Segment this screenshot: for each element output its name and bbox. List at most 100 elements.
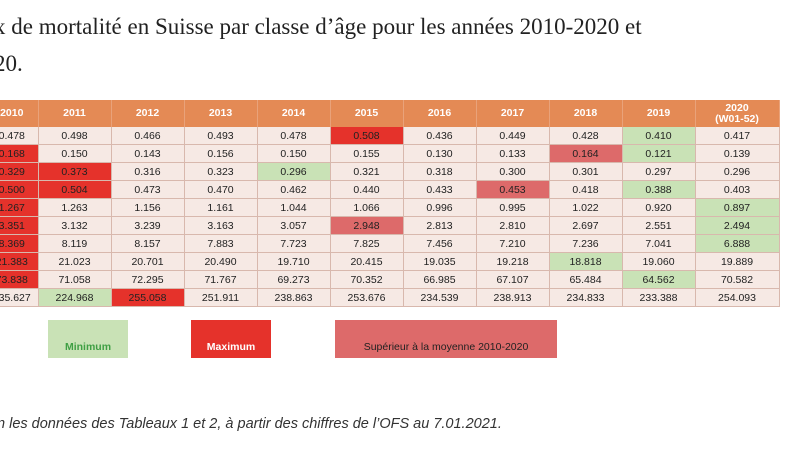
table-cell: 0.897: [695, 198, 780, 217]
table-cell: 1.022: [549, 198, 623, 217]
table-cell: 0.466: [111, 127, 185, 145]
table-cell: 2.551: [622, 216, 696, 235]
table-cell: 0.478: [257, 127, 331, 145]
table-cell: 0.297: [622, 162, 696, 181]
table-cell: 21.383: [0, 252, 39, 271]
table-cell: 3.057: [257, 216, 331, 235]
table-cell: 8.119: [38, 234, 112, 253]
column-header: 2013: [184, 100, 258, 127]
legend-minimum-label: Minimum: [64, 341, 112, 353]
table-cell: 7.456: [403, 234, 477, 253]
table-cell: 7.210: [476, 234, 550, 253]
table-cell: 18.818: [549, 252, 623, 271]
table-cell: 0.453: [476, 180, 550, 199]
legend-maximum-label: Maximum: [206, 341, 256, 353]
table-cell: 0.498: [38, 127, 112, 145]
column-header: 2016: [403, 100, 477, 127]
table-cell: 0.150: [257, 144, 331, 163]
table-cell: 1.263: [38, 198, 112, 217]
table-cell: 0.321: [330, 162, 404, 181]
table-cell: 19.035: [403, 252, 477, 271]
table-cell: 3.163: [184, 216, 258, 235]
table-cell: 71.767: [184, 270, 258, 289]
table-cell: 0.508: [330, 127, 404, 145]
table-cell: 0.156: [184, 144, 258, 163]
table-cell: 69.273: [257, 270, 331, 289]
table-cell: 0.296: [257, 162, 331, 181]
table-cell: 8.369: [0, 234, 39, 253]
table-cell: 238.913: [476, 288, 550, 307]
article-title: x de mortalité en Suisse par classe d’âg…: [0, 8, 800, 82]
column-header: 2012: [111, 100, 185, 127]
table-cell: 20.701: [111, 252, 185, 271]
column-header: 2018: [549, 100, 623, 127]
table-cell: 70.352: [330, 270, 404, 289]
table-cell: 0.403: [695, 180, 780, 199]
table-cell: 0.470: [184, 180, 258, 199]
table-cell: 7.723: [257, 234, 331, 253]
table-row: 1.267 1.263 1.156 1.161 1.044 1.066 0.996 0.995…: [0, 198, 780, 217]
legend-maximum: Maximum: [191, 320, 271, 358]
table-cell: 234.833: [549, 288, 623, 307]
table-cell: 3.351: [0, 216, 39, 235]
table-cell: 0.436: [403, 127, 477, 145]
table-row: 0.168 0.150 0.143 0.156 0.150 0.155 0.130 0.133…: [0, 144, 780, 163]
table-row: 0.329 0.373 0.316 0.323 0.296 0.321 0.318 0.300…: [0, 162, 780, 181]
table-cell: 2.810: [476, 216, 550, 235]
title-line-2: 20.: [0, 51, 23, 76]
table-cell: 3.239: [111, 216, 185, 235]
table-cell: 8.157: [111, 234, 185, 253]
table-cell: 238.863: [257, 288, 331, 307]
legend-above-average-label: Supérieur à la moyenne 2010-2020: [363, 341, 529, 353]
column-header: 2015: [330, 100, 404, 127]
table-cell: 0.323: [184, 162, 258, 181]
mortality-table: 2010 2011 2012 2013 2014 2015 2016 2017 2018 2019…: [0, 100, 780, 307]
table-cell: 0.440: [330, 180, 404, 199]
table-cell: 0.373: [38, 162, 112, 181]
table-cell: 0.504: [38, 180, 112, 199]
table-cell: 234.539: [403, 288, 477, 307]
table-cell: 1.267: [0, 198, 39, 217]
column-header: 2011: [38, 100, 112, 127]
table-cell: 1.156: [111, 198, 185, 217]
table-cell: 2.813: [403, 216, 477, 235]
table-cell: 19.889: [695, 252, 780, 271]
table-row: 0.478 0.498 0.466 0.493 0.478 0.508 0.436 0.449…: [0, 127, 780, 145]
table-cell: 0.478: [0, 127, 39, 145]
table-cell: 0.500: [0, 180, 39, 199]
table-cell: 0.168: [0, 144, 39, 163]
column-header: 2019: [622, 100, 696, 127]
table-cell: 0.300: [476, 162, 550, 181]
table-cell: 0.462: [257, 180, 331, 199]
table-row: 235.627224.968255.058251.911238.863253.6…: [0, 288, 780, 307]
table-cell: 1.066: [330, 198, 404, 217]
table-cell: 20.415: [330, 252, 404, 271]
table-row: 73.83871.05872.29571.76769.27370.35266.9…: [0, 270, 780, 289]
table-cell: 0.316: [111, 162, 185, 181]
table-cell: 0.329: [0, 162, 39, 181]
table-cell: 235.627: [0, 288, 39, 307]
table-cell: 20.490: [184, 252, 258, 271]
table-cell: 2.494: [695, 216, 780, 235]
table-cell: 66.985: [403, 270, 477, 289]
table-row: 0.500 0.504 0.473 0.470 0.462 0.440 0.433 0.453…: [0, 180, 780, 199]
table-cell: 0.473: [111, 180, 185, 199]
table-cell: 0.318: [403, 162, 477, 181]
column-header: 2014: [257, 100, 331, 127]
table-cell: 1.161: [184, 198, 258, 217]
table-cell: 0.164: [549, 144, 623, 163]
table-cell: 233.388: [622, 288, 696, 307]
table-cell: 0.410: [622, 127, 696, 145]
table-cell: 0.433: [403, 180, 477, 199]
table-cell: 254.093: [695, 288, 780, 307]
table-row: 3.351 3.132 3.239 3.163 3.057 2.948 2.813 2.810…: [0, 216, 780, 235]
table-cell: 0.296: [695, 162, 780, 181]
table-cell: 7.883: [184, 234, 258, 253]
table-row: 21.38321.02320.70120.49019.71020.41519.0…: [0, 252, 780, 271]
table-cell: 19.218: [476, 252, 550, 271]
table-cell: 0.428: [549, 127, 623, 145]
table-row: 8.369 8.119 8.157 7.883 7.723 7.825 7.456 7.210…: [0, 234, 780, 253]
table-cell: 251.911: [184, 288, 258, 307]
table-cell: 0.996: [403, 198, 477, 217]
table-cell: 0.920: [622, 198, 696, 217]
